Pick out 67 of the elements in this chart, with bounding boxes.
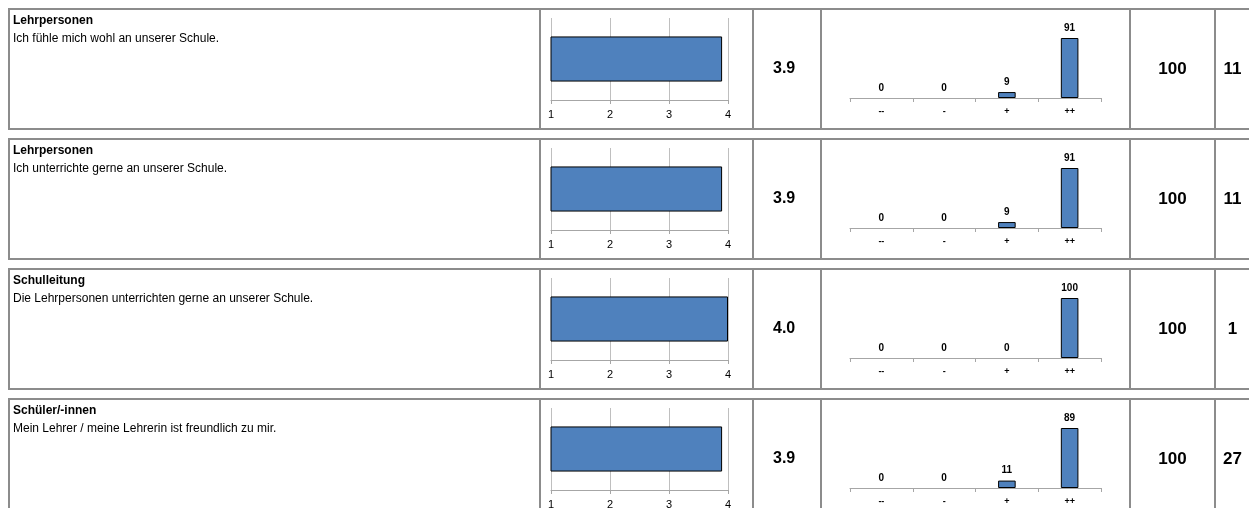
x-tick-label: +	[1004, 105, 1010, 116]
x-tick-label: 2	[606, 497, 614, 508]
text: Mein Lehrer / meine Lehrerin ist freundlich zu mir.	[13, 421, 278, 435]
text: 4.0	[773, 318, 796, 336]
data-label: 11	[1001, 464, 1013, 476]
x-tick-label: ++	[1064, 105, 1075, 116]
data-label: 0	[941, 211, 948, 223]
x-tick-label: 3	[665, 497, 673, 508]
data-label: 0	[1004, 341, 1011, 353]
x-tick-label: ++	[1064, 365, 1075, 376]
text: 11	[1214, 140, 1249, 258]
x-tick-label: --	[878, 105, 885, 116]
x-tick-label: 3	[665, 107, 673, 120]
data-label: 0	[878, 81, 885, 93]
data-label: 91	[1064, 21, 1076, 33]
x-tick-label: ++	[1064, 235, 1075, 246]
data-label: 0	[941, 81, 948, 93]
x-tick-label: 4	[724, 237, 732, 250]
data-label: 0	[878, 341, 885, 353]
text: 100	[1129, 140, 1214, 258]
text: 11	[1214, 10, 1249, 128]
data-label: 91	[1064, 151, 1076, 163]
x-tick-label: 1	[547, 237, 555, 250]
text: Ich fühle mich wohl an unserer Schule.	[13, 31, 221, 45]
data-label: 9	[1004, 205, 1011, 217]
x-tick-label: 2	[606, 237, 614, 250]
x-tick-label: --	[878, 495, 885, 506]
x-tick-label: --	[878, 365, 885, 376]
x-tick-label: 1	[547, 367, 555, 380]
text: Ich unterrichte gerne an unserer Schule.	[13, 161, 229, 175]
text: 100	[1129, 10, 1214, 128]
x-tick-label: 4	[724, 367, 732, 380]
x-tick-label: 3	[665, 367, 673, 380]
x-tick-label: +	[1004, 365, 1010, 376]
text: 3.9	[773, 58, 796, 76]
x-tick-label: -	[942, 365, 946, 376]
text: 27	[1214, 400, 1249, 508]
text: Schüler/-innen	[13, 403, 98, 417]
text: Schulleitung	[13, 273, 86, 287]
data-label: 89	[1064, 411, 1076, 423]
x-tick-label: +	[1004, 235, 1010, 246]
text: 100	[1129, 400, 1214, 508]
x-tick-label: -	[942, 495, 946, 506]
x-tick-label: -	[942, 105, 946, 116]
text: 3.9	[773, 448, 796, 466]
text: 3.9	[773, 188, 796, 206]
x-tick-label: 3	[665, 237, 673, 250]
x-tick-label: --	[878, 235, 885, 246]
data-label: 0	[941, 341, 948, 353]
x-tick-label: ++	[1064, 495, 1075, 506]
x-tick-label: 2	[606, 367, 614, 380]
text: Die Lehrpersonen unterrichten gerne an unserer Schule.	[13, 291, 315, 305]
x-tick-label: 4	[724, 107, 732, 120]
x-tick-label: 4	[724, 497, 732, 508]
data-label: 0	[878, 471, 885, 483]
x-tick-label: 2	[606, 107, 614, 120]
x-tick-label: +	[1004, 495, 1010, 506]
text: Lehrpersonen	[13, 13, 94, 27]
data-label: 0	[941, 471, 948, 483]
text: Lehrpersonen	[13, 143, 94, 157]
x-tick-label: -	[942, 235, 946, 246]
x-tick-label: 1	[547, 497, 555, 508]
data-label: 9	[1004, 75, 1011, 87]
data-label: 100	[1061, 281, 1079, 293]
text: 100	[1129, 270, 1214, 388]
x-tick-label: 1	[547, 107, 555, 120]
data-label: 0	[878, 211, 885, 223]
